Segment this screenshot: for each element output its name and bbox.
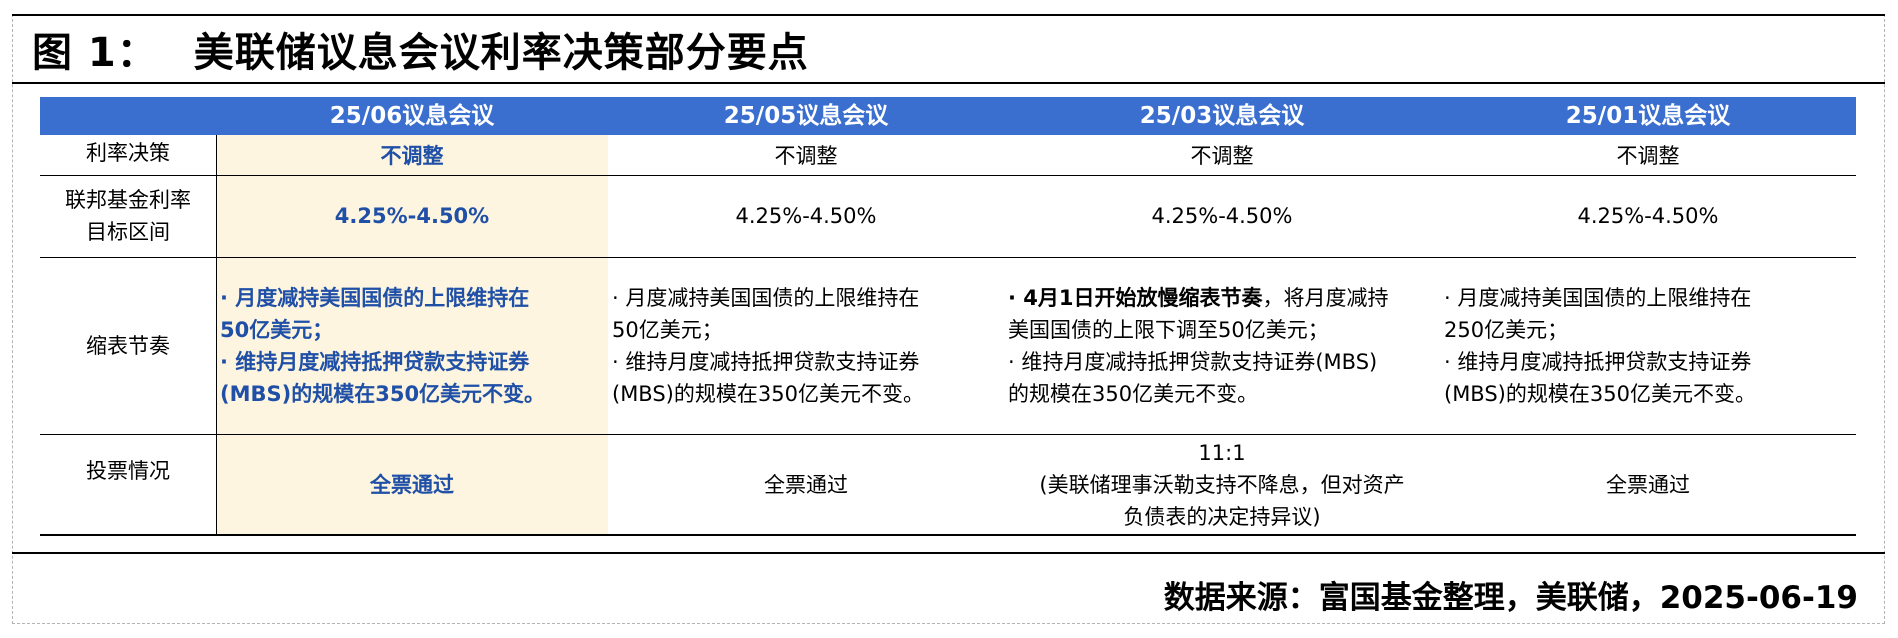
header-cell-2503: 25/03议息会议: [1139, 103, 1305, 129]
target-2505: 4.25%-4.50%: [735, 204, 877, 228]
qt-2503-line4: 的规模在350亿美元不变。: [1008, 381, 1259, 406]
qt-2501-line3: · 维持月度减持抵押贷款支持证券: [1444, 349, 1752, 374]
qt-2503: · 4月1日开始放慢缩表节奏，将月度减持 美国国债的上限下调至50亿美元； · …: [1008, 257, 1440, 434]
vote-2505: 全票通过: [764, 472, 848, 497]
qt-2506-line1: · 月度减持美国国债的上限维持在: [220, 285, 530, 310]
qt-2501-line2: 250亿美元；: [1444, 317, 1569, 342]
decision-2505: 不调整: [774, 144, 838, 168]
qt-2505-line2: 50亿美元；: [612, 317, 723, 342]
header-cell-blank: [40, 97, 216, 135]
qt-2503-line1-rest: ，将月度减持: [1262, 285, 1389, 310]
decision-2503: 不调整: [1190, 144, 1254, 168]
header-cell-2505: 25/05议息会议: [723, 103, 889, 129]
vote-2503-line3: 负债表的决定持异议): [1123, 504, 1321, 529]
data-source-note: 数据来源：富国基金整理，美联储，2025-06-19: [1163, 580, 1858, 616]
header-cell-2506: 25/06议息会议: [329, 103, 495, 129]
row-divider: [40, 175, 1856, 176]
figure-title: 图 1： 美联储议息会议利率决策部分要点: [32, 20, 809, 78]
decision-2506: 不调整: [380, 144, 444, 168]
qt-2503-line2: 美国国债的上限下调至50亿美元；: [1008, 317, 1329, 342]
row-divider: [40, 257, 1856, 258]
figure-title-text: 美联储议息会议利率决策部分要点: [193, 30, 809, 76]
vote-2503-line1: 11:1: [1198, 440, 1246, 465]
qt-2505: · 月度减持美国国债的上限维持在 50亿美元； · 维持月度减持抵押贷款支持证券…: [612, 257, 1004, 434]
row-label-qt: 缩表节奏: [86, 333, 170, 358]
header-cell-2501: 25/01议息会议: [1565, 103, 1731, 129]
decision-2501: 不调整: [1616, 144, 1680, 168]
target-2501: 4.25%-4.50%: [1577, 204, 1719, 228]
qt-2501: · 月度减持美国国债的上限维持在 250亿美元； · 维持月度减持抵押贷款支持证…: [1444, 257, 1856, 434]
qt-2503-line3: · 维持月度减持抵押贷款支持证券(MBS): [1008, 349, 1378, 374]
current-meeting-highlight: [216, 135, 608, 535]
vote-2501: 全票通过: [1606, 472, 1690, 497]
footer-rule: [12, 552, 1885, 554]
figure-number: 图 1：: [32, 30, 158, 76]
target-2506: 4.25%-4.50%: [334, 204, 490, 228]
qt-2506-line3: · 维持月度减持抵押贷款支持证券: [220, 349, 530, 374]
title-bar: [12, 14, 1885, 84]
qt-2503-line1: · 4月1日开始放慢缩表节奏，将月度减持: [1008, 282, 1389, 314]
row-label-decision: 利率决策: [86, 141, 170, 165]
vote-2503: 11:1 (美联储理事沃勒支持不降息，但对资产 负债表的决定持异议): [1004, 435, 1440, 534]
qt-2503-line1-bold: · 4月1日开始放慢缩表节奏: [1008, 285, 1263, 310]
qt-2506: · 月度减持美国国债的上限维持在 50亿美元； · 维持月度减持抵押贷款支持证券…: [220, 257, 608, 434]
row-label-target: 联邦基金利率 目标区间: [40, 175, 216, 257]
row-divider: [40, 434, 1856, 435]
label-column-divider: [216, 135, 217, 535]
qt-2505-line3: · 维持月度减持抵押贷款支持证券: [612, 349, 920, 374]
qt-2505-line4: (MBS)的规模在350亿美元不变。: [612, 381, 924, 406]
target-2503: 4.25%-4.50%: [1151, 204, 1293, 228]
vote-2503-line2: (美联储理事沃勒支持不降息，但对资产: [1039, 472, 1405, 497]
table-bottom-border: [40, 534, 1856, 536]
qt-2506-line4: (MBS)的规模在350亿美元不变。: [220, 381, 546, 406]
row-label-target-line2: 目标区间: [86, 220, 170, 244]
qt-2501-line1: · 月度减持美国国债的上限维持在: [1444, 285, 1752, 310]
table-header-row: 25/06议息会议 25/05议息会议 25/03议息会议 25/01议息会议: [40, 97, 1856, 135]
row-label-vote: 投票情况: [86, 459, 170, 483]
row-label-target-line1: 联邦基金利率: [65, 188, 191, 212]
qt-2501-line4: (MBS)的规模在350亿美元不变。: [1444, 381, 1756, 406]
qt-2506-line2: 50亿美元；: [220, 317, 334, 342]
vote-2506: 全票通过: [370, 472, 454, 497]
qt-2505-line1: · 月度减持美国国债的上限维持在: [612, 285, 920, 310]
